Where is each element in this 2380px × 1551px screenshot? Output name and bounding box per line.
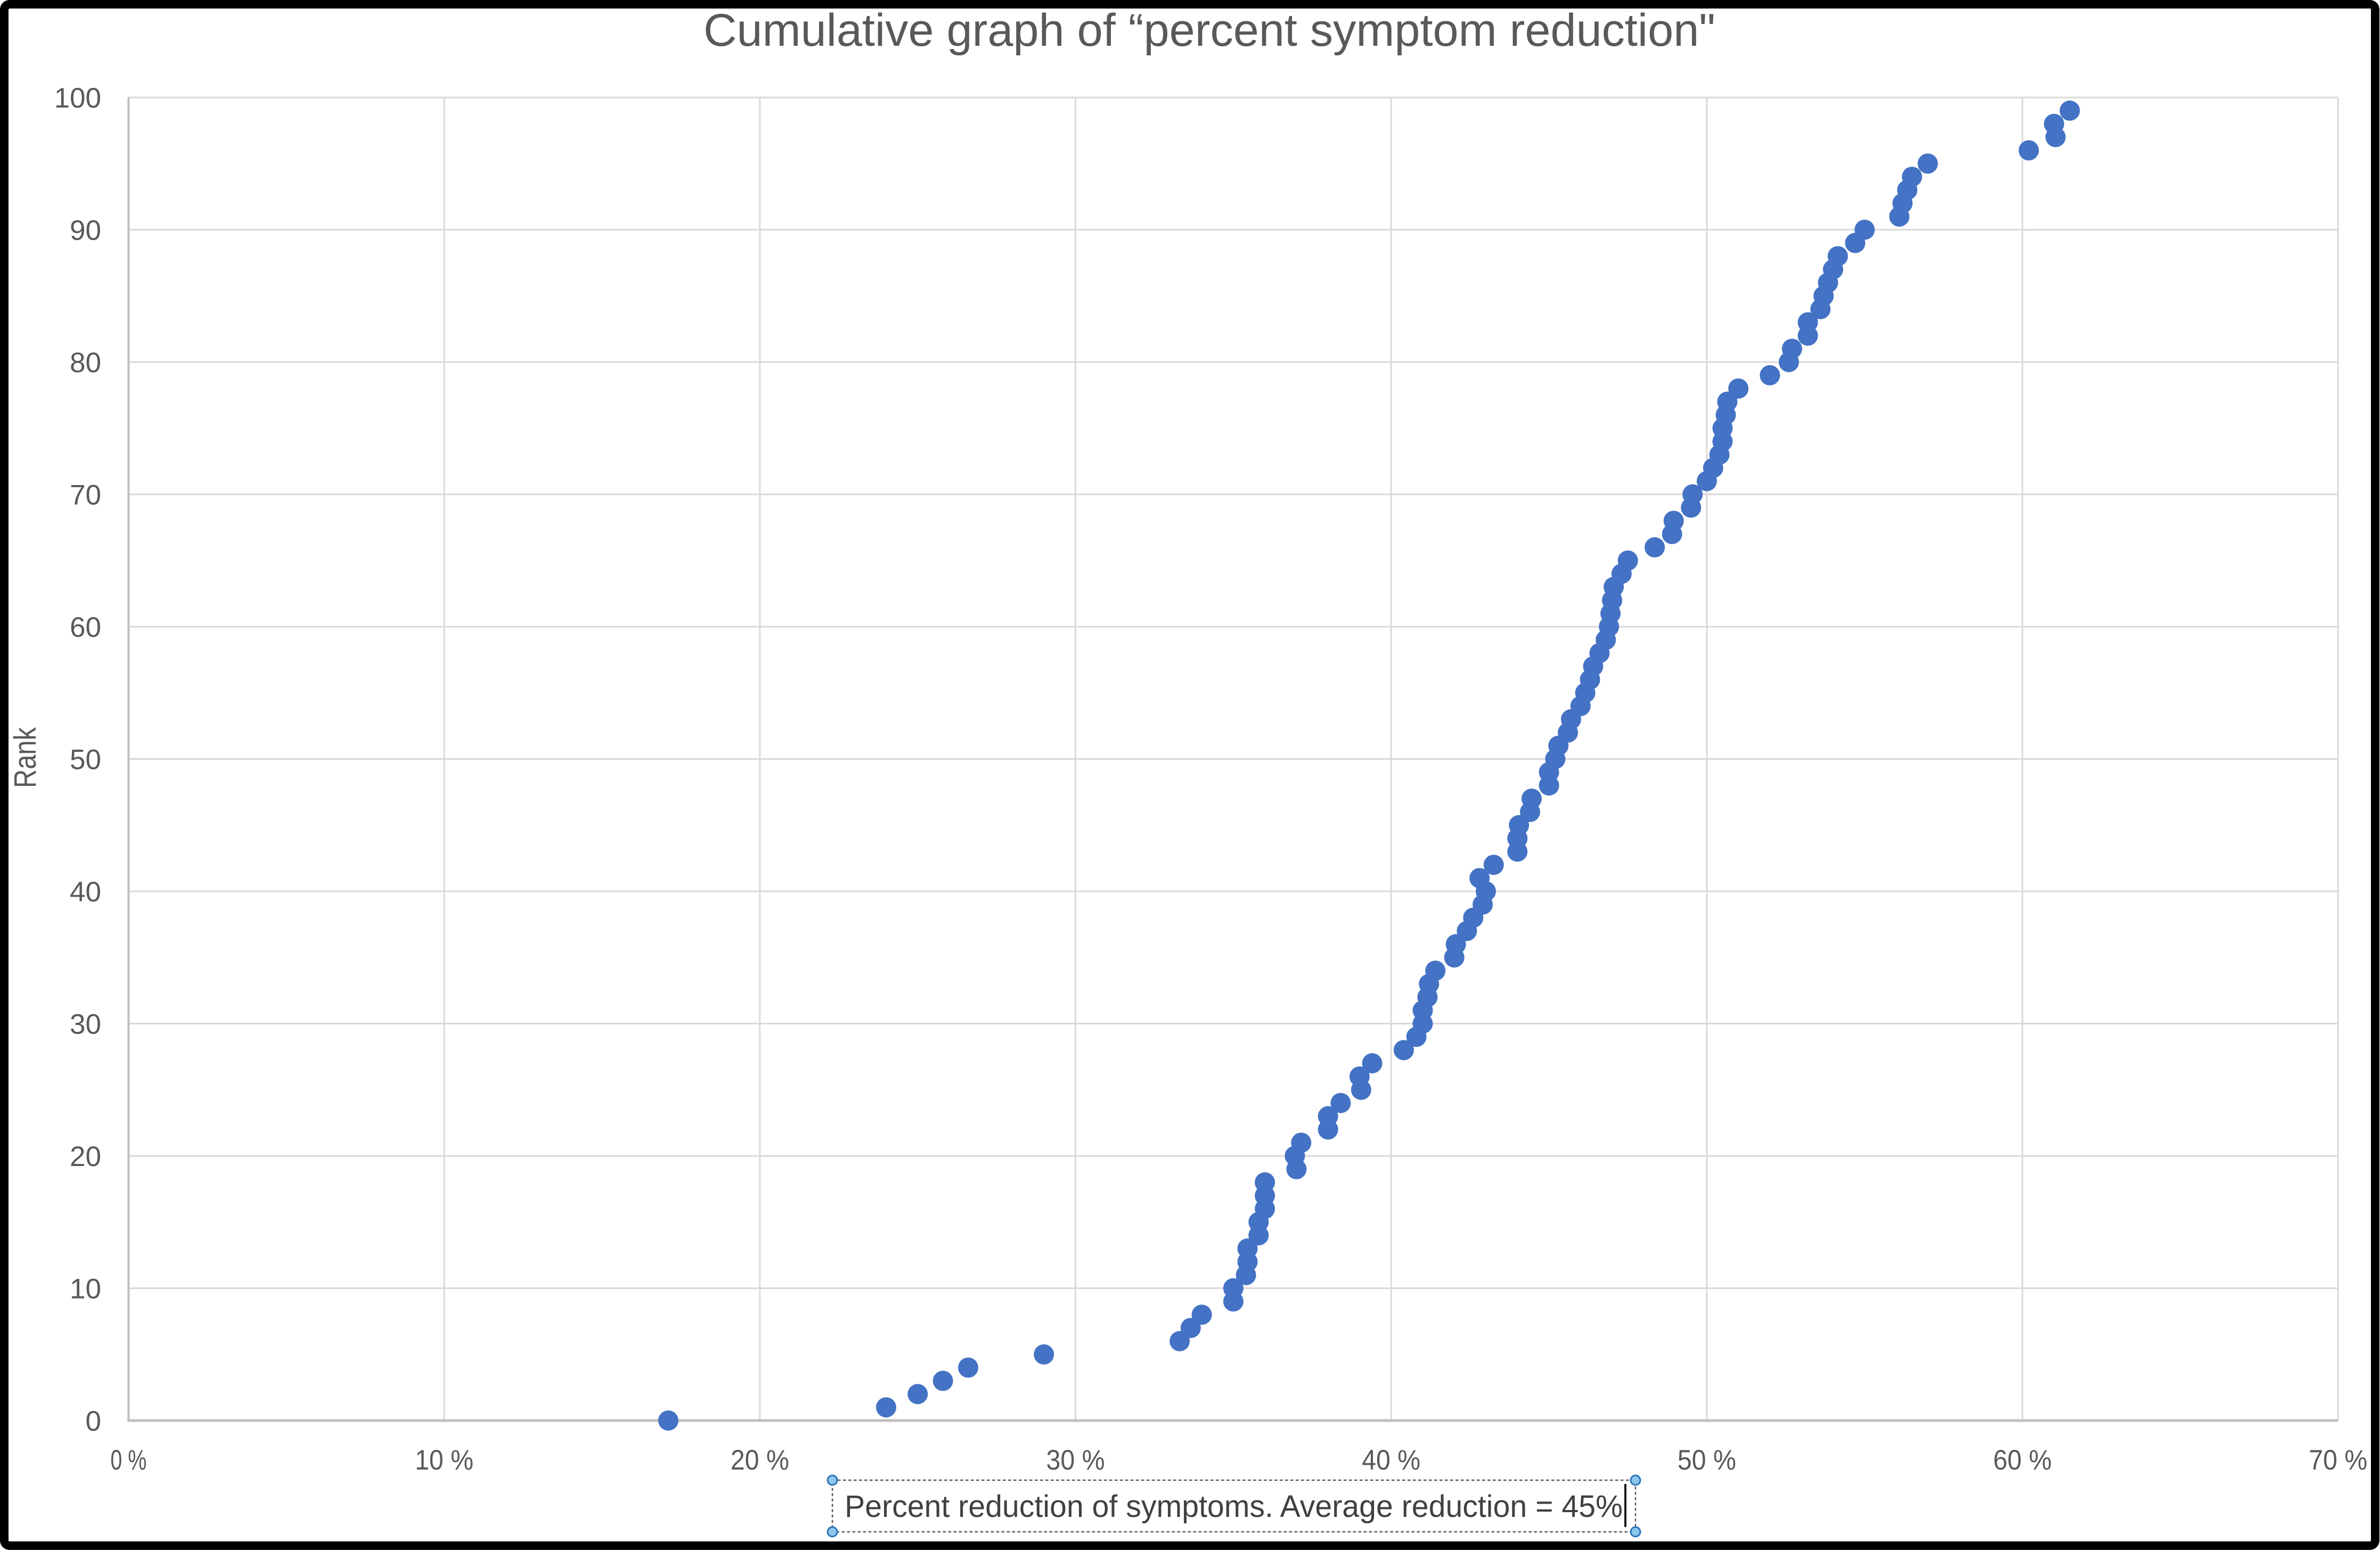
svg-text:0 %: 0 % [110,1445,146,1476]
svg-text:40: 40 [70,876,101,908]
svg-text:90: 90 [70,215,101,247]
svg-text:30 %: 30 % [1046,1445,1105,1476]
svg-text:50: 50 [70,744,101,776]
svg-text:Rank: Rank [8,727,43,788]
svg-text:70 %: 70 % [2309,1445,2367,1476]
svg-text:70: 70 [70,480,101,511]
svg-text:100: 100 [54,83,101,114]
svg-text:60: 60 [70,612,101,643]
svg-text:0: 0 [86,1406,101,1437]
svg-text:50 %: 50 % [1678,1445,1736,1476]
svg-text:60 %: 60 % [1993,1445,2052,1476]
svg-text:Percent reduction of symptoms.: Percent reduction of symptoms. Average r… [845,1489,1623,1524]
svg-text:80: 80 [70,347,101,379]
svg-text:40 %: 40 % [1362,1445,1420,1476]
svg-text:Cumulative graph of “percent s: Cumulative graph of “percent symptom red… [704,5,1715,56]
svg-text:20: 20 [70,1141,101,1172]
svg-text:10 %: 10 % [415,1445,473,1476]
svg-text:10: 10 [70,1274,101,1305]
svg-text:20 %: 20 % [731,1445,789,1476]
svg-text:30: 30 [70,1009,101,1040]
